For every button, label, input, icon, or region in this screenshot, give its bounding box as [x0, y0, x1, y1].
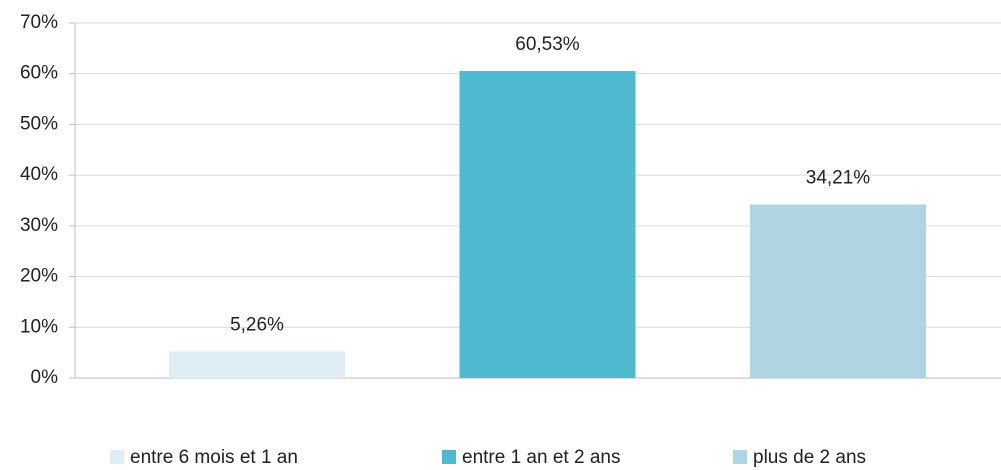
- y-tick-label: 70%: [20, 12, 58, 33]
- y-tick-label: 30%: [20, 215, 58, 236]
- y-tick-label: 20%: [20, 266, 58, 287]
- bar: [459, 71, 636, 378]
- legend-swatch: [733, 450, 747, 464]
- legend-label: entre 6 mois et 1 an: [130, 447, 298, 468]
- y-tick-label: 0%: [31, 367, 59, 388]
- legend-label: plus de 2 ans: [753, 447, 866, 468]
- bar: [169, 351, 345, 378]
- value-label: 5,26%: [230, 314, 284, 335]
- y-tick-label: 10%: [20, 316, 58, 337]
- legend-label: entre 1 an et 2 ans: [462, 447, 620, 468]
- legend-swatch: [442, 450, 456, 464]
- legend-swatch: [110, 450, 124, 464]
- y-tick-label: 60%: [20, 63, 58, 84]
- value-label: 60,53%: [515, 34, 580, 55]
- y-tick-label: 40%: [20, 164, 58, 185]
- bar: [750, 204, 926, 378]
- value-label: 34,21%: [806, 168, 871, 189]
- y-tick-label: 50%: [20, 113, 58, 134]
